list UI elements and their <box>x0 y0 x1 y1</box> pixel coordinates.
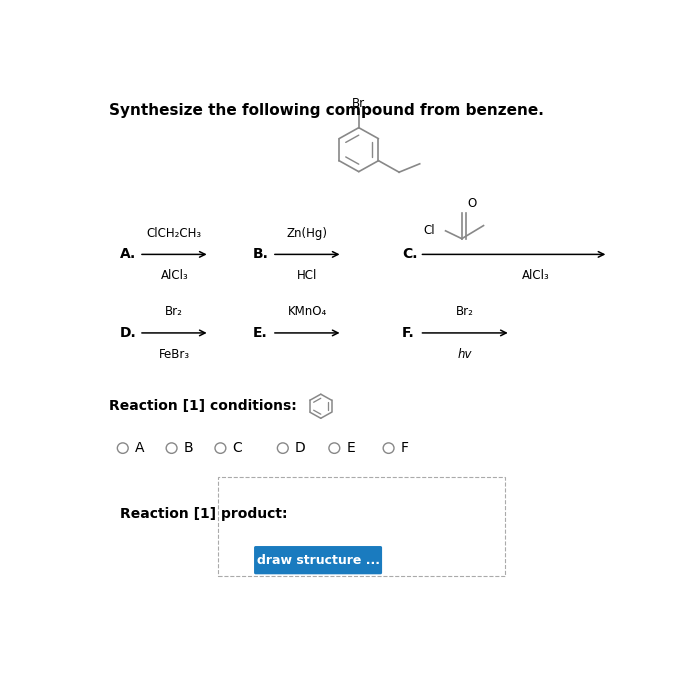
Text: O: O <box>468 197 477 210</box>
Text: AlCl₃: AlCl₃ <box>160 269 188 282</box>
Text: Br₂: Br₂ <box>456 305 474 318</box>
Text: Cl: Cl <box>423 224 435 237</box>
Text: Synthesize the following compound from benzene.: Synthesize the following compound from b… <box>109 103 544 118</box>
Text: AlCl₃: AlCl₃ <box>522 269 550 282</box>
Text: FeBr₃: FeBr₃ <box>159 347 190 360</box>
Text: B: B <box>183 441 193 455</box>
Text: Br: Br <box>352 97 365 110</box>
Text: Reaction [1] product:: Reaction [1] product: <box>120 507 288 521</box>
Text: D: D <box>295 441 305 455</box>
Text: E.: E. <box>253 326 267 340</box>
FancyBboxPatch shape <box>254 546 382 575</box>
Text: C: C <box>232 441 242 455</box>
Text: draw structure ...: draw structure ... <box>257 554 379 566</box>
Text: KMnO₄: KMnO₄ <box>288 305 327 318</box>
Text: C.: C. <box>402 248 418 261</box>
Text: Reaction [1] conditions:: Reaction [1] conditions: <box>109 399 297 413</box>
Text: hv: hv <box>458 347 472 360</box>
Text: HCl: HCl <box>297 269 317 282</box>
Text: ClCH₂CH₃: ClCH₂CH₃ <box>147 226 202 240</box>
Text: A: A <box>134 441 144 455</box>
Text: Br₂: Br₂ <box>165 305 183 318</box>
Text: F.: F. <box>402 326 415 340</box>
Text: E: E <box>346 441 355 455</box>
Text: Zn(Hg): Zn(Hg) <box>287 226 328 240</box>
Text: D.: D. <box>120 326 136 340</box>
Text: A.: A. <box>120 248 136 261</box>
Text: B.: B. <box>253 248 269 261</box>
Text: F: F <box>400 441 409 455</box>
